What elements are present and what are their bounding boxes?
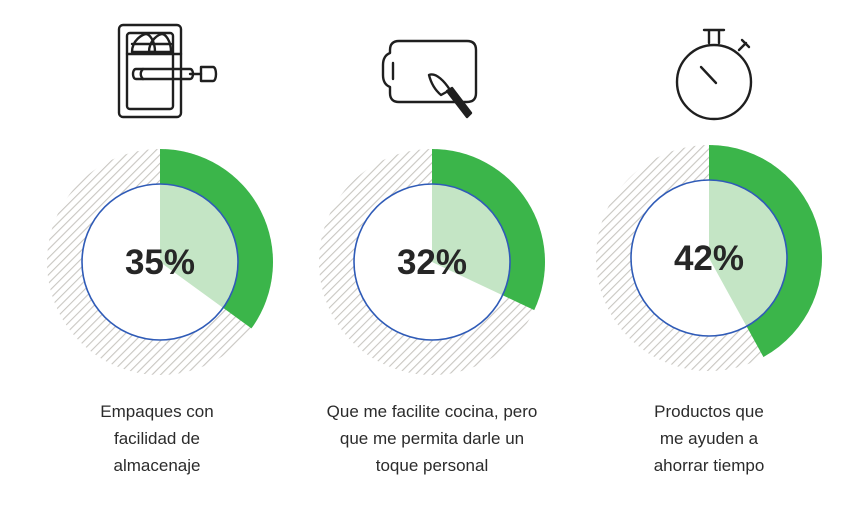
inner-share-slice	[709, 180, 787, 327]
stopwatch-icon	[675, 28, 753, 121]
inner-share-slice	[160, 184, 238, 308]
caption-save-time: Productos que me ayuden a ahorrar tiempo	[579, 398, 839, 479]
inner-circle-border	[81, 183, 239, 341]
inner-circle-border	[353, 183, 511, 341]
caption-line: me ayuden a	[659, 429, 759, 448]
donut-charts: 35% 32% 42%	[47, 145, 822, 375]
caption-line: almacenaje	[113, 456, 201, 475]
canned-fish-icon	[117, 23, 218, 119]
percent-label: 42%	[674, 239, 744, 278]
caption-line: Empaques con	[100, 402, 214, 421]
inner-circle-border	[630, 179, 788, 337]
cutting-board-knife-icon	[381, 39, 478, 119]
percent-label: 32%	[397, 243, 467, 282]
caption-line: Que me facilite cocina, pero	[326, 402, 538, 421]
caption-line: Productos que	[654, 402, 764, 421]
caption-easy-cooking: Que me facilite cocina, pero que me perm…	[302, 398, 562, 479]
caption-line: toque personal	[375, 456, 489, 475]
caption-line: facilidad de	[113, 429, 200, 448]
inner-share-slice	[432, 184, 510, 296]
caption-storage-packaging: Empaques con facilidad de almacenaje	[27, 398, 287, 479]
caption-line: ahorrar tiempo	[653, 456, 765, 475]
percent-label: 35%	[125, 243, 195, 282]
caption-line: que me permita darle un	[339, 429, 525, 448]
